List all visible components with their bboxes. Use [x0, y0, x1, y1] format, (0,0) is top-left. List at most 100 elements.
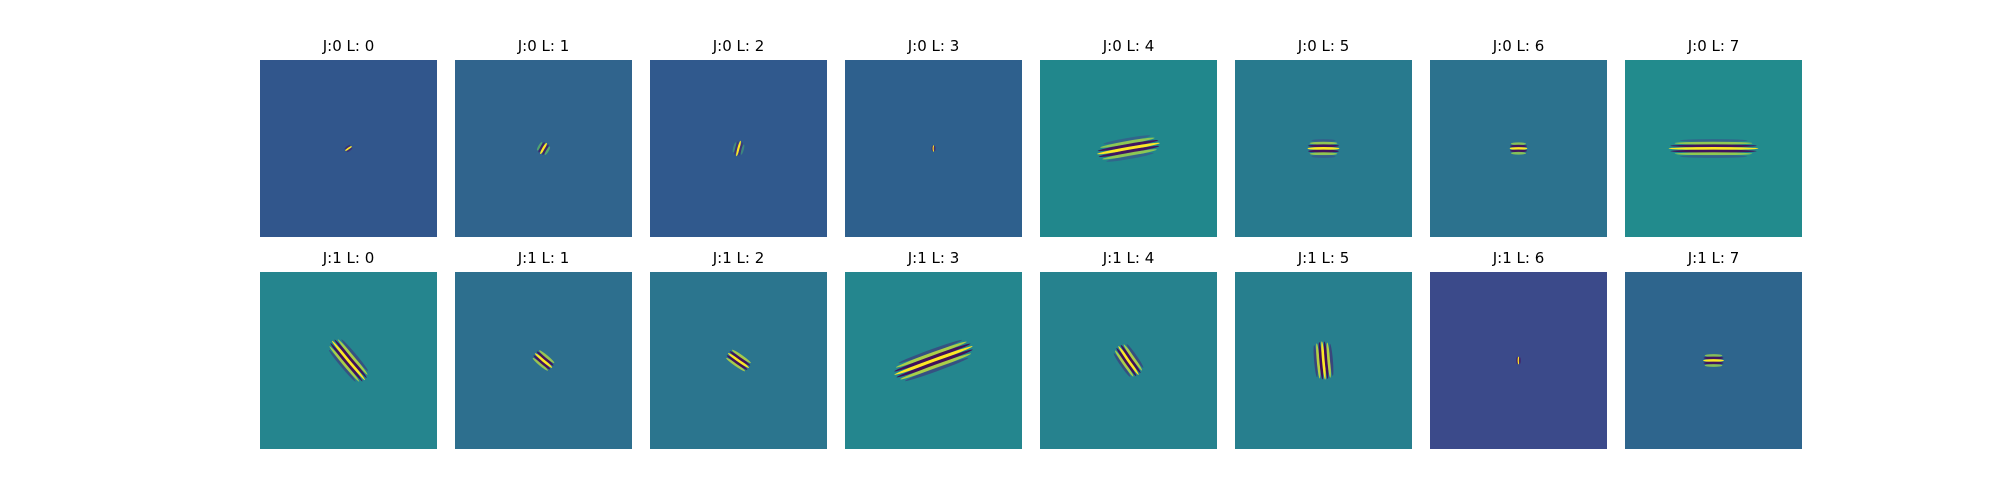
filter-panel-title: J:0 L: 2 — [712, 37, 765, 55]
filter-panel: J:1 L: 6 — [1430, 249, 1607, 449]
filter-panel: J:1 L: 0 — [260, 249, 437, 449]
filter-pattern — [726, 349, 751, 372]
filter-panel-title: J:0 L: 7 — [1687, 37, 1740, 55]
filter-stripe-dark — [1097, 139, 1159, 152]
filter-panel-title: J:0 L: 0 — [322, 37, 375, 55]
filter-stripe-bright — [534, 353, 553, 368]
filter-stripe-bright — [894, 346, 973, 375]
filter-panel-title: J:0 L: 4 — [1102, 37, 1155, 55]
filter-stripe-bright — [1704, 364, 1723, 367]
filter-stripe-bright — [1307, 147, 1340, 150]
filter-panel-title: J:1 L: 4 — [1102, 249, 1155, 267]
filter-pattern — [1096, 135, 1161, 162]
filter-stripe-bright — [536, 141, 543, 151]
filter-stripe-bright — [1704, 354, 1723, 357]
filter-panel-title: J:0 L: 1 — [517, 37, 570, 55]
filter-stripe-dark — [330, 343, 363, 382]
filter-panel-title: J:1 L: 6 — [1492, 249, 1545, 267]
filter-stripe-dark — [1670, 149, 1757, 153]
filter-stripe-bright — [1309, 152, 1338, 156]
filter-stripe-dark — [533, 355, 551, 370]
filter-pattern — [1313, 341, 1334, 380]
filter-stripe-dark — [726, 355, 748, 370]
filter-stripe-dark — [346, 147, 353, 153]
filter-stripe-bright — [726, 357, 746, 372]
filter-stripe-dark — [898, 339, 962, 364]
filter-stripe-dark — [1329, 343, 1334, 376]
filter-stripe-bright — [1316, 343, 1321, 379]
filter-stripe-bright — [1517, 356, 1520, 365]
filter-stripe-dark — [1106, 152, 1154, 162]
filter-stripe-dark — [734, 141, 739, 155]
filter-panel: J:1 L: 4 — [1040, 249, 1217, 449]
filter-pattern — [536, 141, 551, 156]
filter-stripe-dark — [933, 145, 936, 152]
filter-stripe-dark — [1098, 145, 1160, 158]
filter-stripe-bright — [1123, 344, 1143, 371]
filter-stripe-bright — [900, 353, 971, 380]
filter-stripe-bright — [732, 142, 737, 153]
filter-stripe-dark — [896, 349, 973, 378]
filter-stripe-dark — [1308, 149, 1339, 153]
filter-stripe-bright — [1511, 142, 1526, 146]
filter-stripe-dark — [1120, 344, 1141, 374]
filter-stripe-bright — [731, 349, 751, 364]
filter-panel: J:0 L: 4 — [1040, 37, 1217, 237]
filter-stripe-bright — [1703, 359, 1724, 362]
filter-panel: J:0 L: 6 — [1430, 37, 1607, 237]
filter-pattern — [1516, 356, 1521, 365]
filter-stripe-bright — [332, 340, 365, 381]
filter-stripe-dark — [729, 351, 751, 366]
filter-stripe-dark — [1518, 356, 1521, 365]
filter-stripe-dark — [1703, 356, 1724, 360]
filter-stripe-bright — [532, 357, 548, 371]
filter-panel-title: J:1 L: 0 — [322, 249, 375, 267]
filter-pattern — [894, 339, 973, 382]
filter-stripe-dark — [328, 349, 356, 382]
filter-stripe-bright — [1674, 152, 1753, 156]
filter-stripe-bright — [1509, 147, 1528, 150]
filter-panel: J:1 L: 5 — [1235, 249, 1412, 449]
filter-panel-title: J:1 L: 7 — [1687, 249, 1740, 267]
filter-stripe-dark — [1516, 356, 1519, 365]
filter-stripe-bright — [727, 353, 750, 368]
filter-stripe-bright — [1674, 141, 1753, 145]
filter-stripe-dark — [1679, 154, 1748, 158]
filter-panel-title: J:0 L: 5 — [1297, 37, 1350, 55]
filter-stripe-bright — [1102, 149, 1157, 160]
filter-pattern — [1113, 344, 1144, 377]
filter-stripe-dark — [1113, 353, 1131, 377]
filter-stripe-dark — [1116, 347, 1137, 377]
filter-stripe-dark — [542, 144, 549, 155]
filter-panel-title: J:1 L: 1 — [517, 249, 570, 267]
filter-panel: J:1 L: 2 — [650, 249, 827, 449]
filter-stripe-dark — [1308, 144, 1339, 148]
filter-stripe-dark — [738, 142, 743, 156]
filter-stripe-dark — [1703, 361, 1724, 365]
filter-panel-title: J:1 L: 5 — [1297, 249, 1350, 267]
filter-pattern — [931, 145, 936, 152]
filter-panel-title: J:0 L: 6 — [1492, 37, 1545, 55]
filter-panel-title: J:1 L: 3 — [907, 249, 960, 267]
filter-pattern — [1668, 139, 1759, 158]
filter-stripe-bright — [1326, 342, 1331, 378]
filter-stripe-dark — [1313, 345, 1318, 378]
filter-stripe-dark — [1679, 139, 1748, 143]
filter-stripe-dark — [1126, 344, 1144, 368]
filter-pattern — [1509, 142, 1528, 155]
filter-stripe-dark — [1103, 135, 1151, 145]
filter-pattern — [328, 339, 369, 382]
filter-stripe-bright — [736, 140, 741, 157]
filter-panel: J:0 L: 5 — [1235, 37, 1412, 237]
filter-stripe-dark — [1670, 144, 1757, 148]
filter-panel: J:0 L: 0 — [260, 37, 437, 237]
filter-stripe-dark — [536, 351, 554, 366]
filter-panel-title: J:0 L: 3 — [907, 37, 960, 55]
filter-stripe-bright — [337, 339, 368, 375]
filter-stripe-bright — [544, 146, 551, 156]
filter-stripe-dark — [894, 343, 971, 372]
filter-stripe-bright — [1668, 147, 1759, 150]
filter-stripe-dark — [1510, 144, 1527, 148]
filter-panel: J:0 L: 1 — [455, 37, 632, 237]
